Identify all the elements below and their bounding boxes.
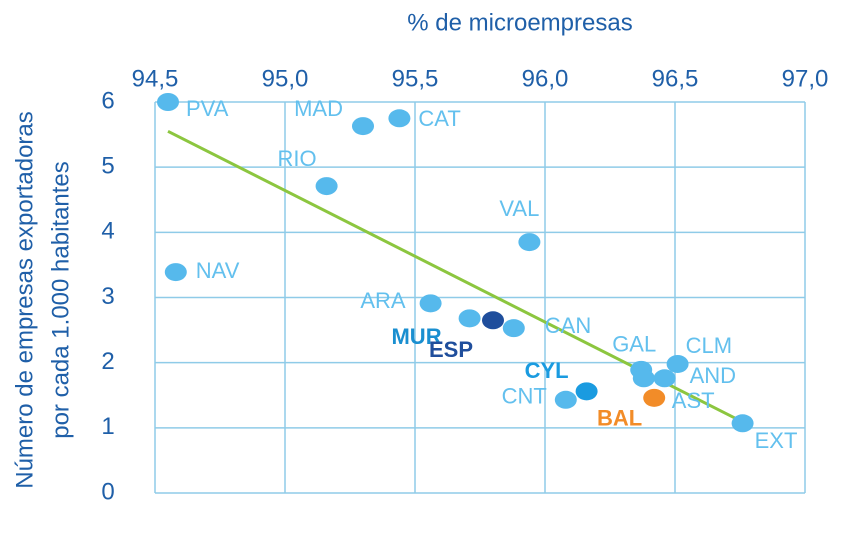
x-tick-label: 94,5	[132, 65, 179, 92]
point	[482, 311, 504, 330]
point-label: RIO	[277, 146, 316, 171]
y-tick-label: 1	[101, 413, 114, 440]
x-tick-label: 95,0	[262, 65, 309, 92]
point	[643, 388, 666, 407]
point-label: ESP	[429, 337, 473, 362]
x-tick-label: 96,5	[652, 65, 699, 92]
x-tick-label: 96,0	[522, 65, 569, 92]
point	[554, 390, 577, 409]
point	[388, 109, 411, 128]
point-label: MUR	[391, 324, 441, 349]
point	[575, 382, 598, 401]
point	[731, 414, 754, 433]
x-tick-label: 95,5	[392, 65, 439, 92]
point	[315, 177, 338, 196]
y-tick-label: 5	[101, 153, 114, 180]
point-label: AST	[672, 388, 715, 413]
point-label: PVA	[186, 96, 229, 121]
point	[458, 309, 481, 328]
point-label: AND	[690, 363, 736, 388]
point-label: NAV	[196, 258, 240, 283]
y-tick-label: 4	[101, 218, 114, 245]
point-label: BAL	[597, 406, 642, 431]
point	[666, 354, 689, 373]
y-axis-title: por cada 1.000 habitantes	[47, 161, 74, 439]
y-tick-label: 2	[101, 348, 114, 375]
x-axis-title: % de microempresas	[407, 9, 632, 36]
point-label: CAT	[418, 106, 460, 131]
point-label: VAL	[499, 196, 539, 221]
point-label: CAN	[545, 313, 591, 338]
point-label: CLM	[686, 333, 732, 358]
point	[502, 319, 525, 338]
point	[653, 369, 676, 388]
point	[164, 263, 187, 282]
y-tick-label: 0	[101, 478, 114, 505]
point	[157, 93, 179, 111]
point-label: ARA	[360, 288, 406, 313]
point-label: CYL	[525, 358, 569, 383]
point	[352, 117, 374, 136]
x-tick-label: 97,0	[782, 65, 829, 92]
point	[632, 369, 655, 388]
point-label: EXT	[755, 428, 798, 453]
y-tick-label: 6	[101, 87, 114, 114]
point	[518, 233, 541, 252]
point-label: GAL	[612, 332, 656, 357]
y-tick-label: 3	[101, 283, 114, 310]
y-axis-title: Número de empresas exportadoras	[11, 111, 38, 489]
point-label: CNT	[502, 384, 547, 409]
point	[419, 294, 442, 313]
point-label: MAD	[294, 96, 343, 121]
